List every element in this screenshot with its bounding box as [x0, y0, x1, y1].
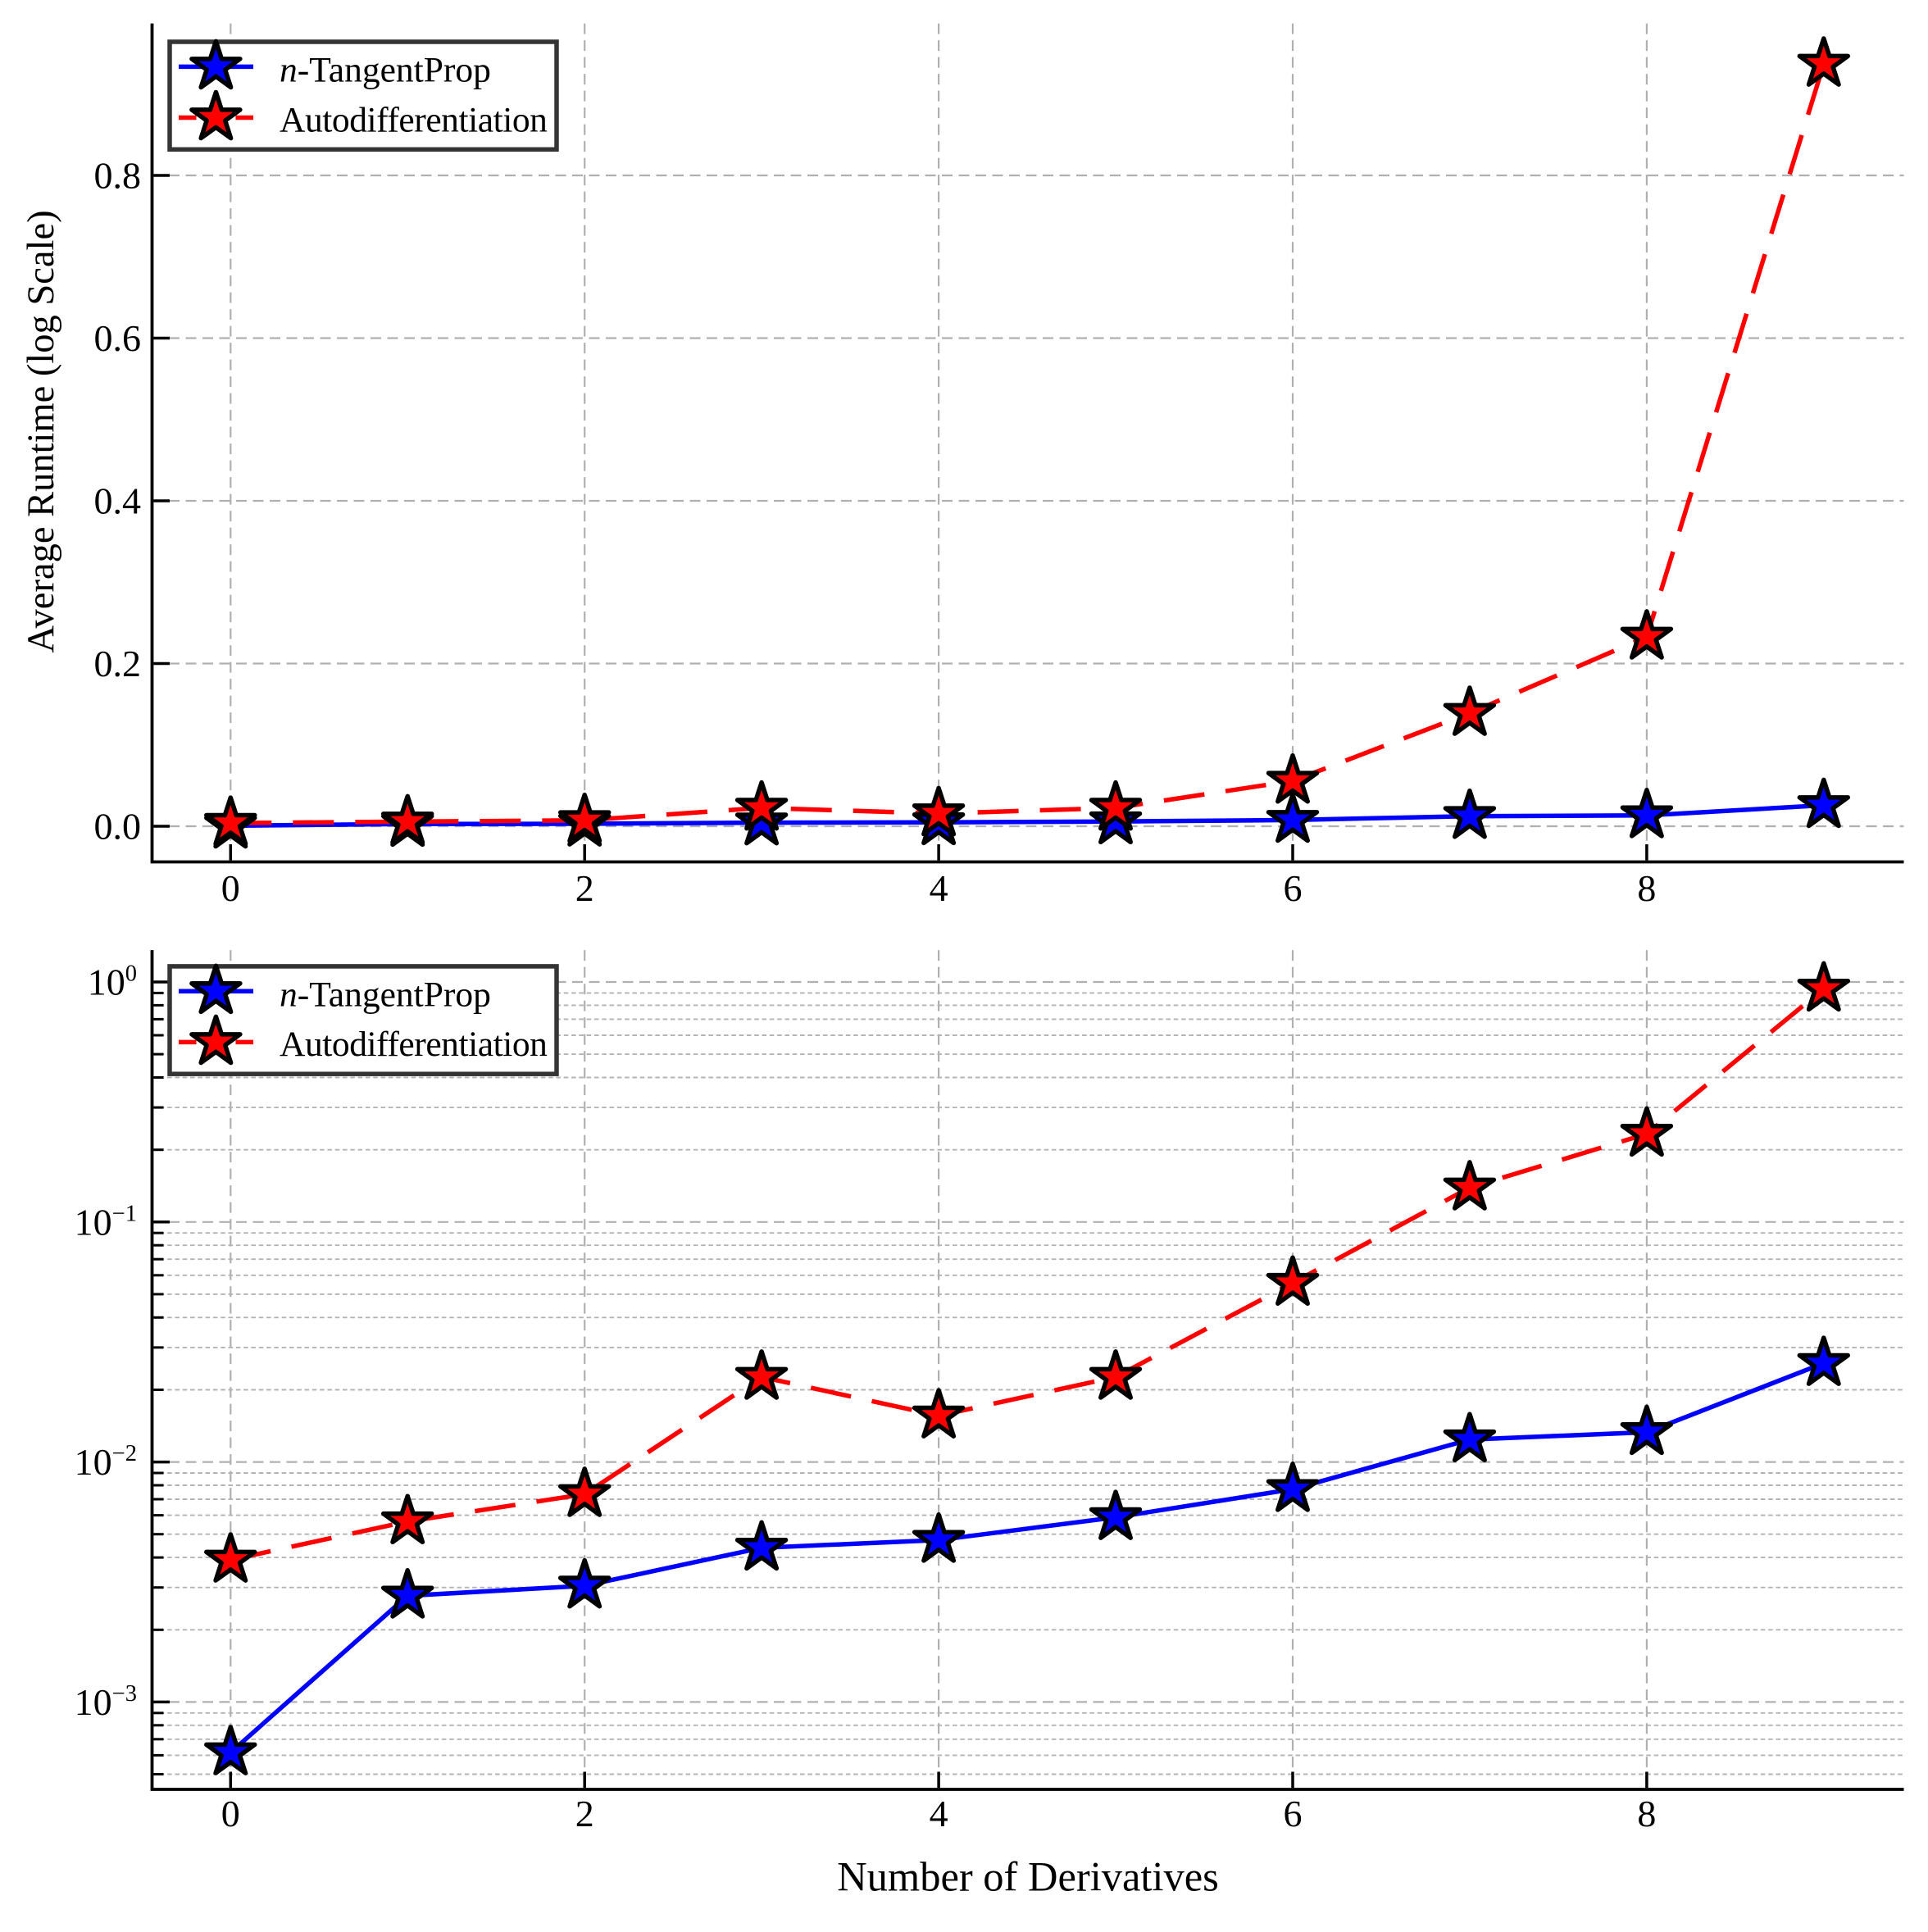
svg-text:2: 2 [575, 1793, 594, 1834]
svg-text:6: 6 [1284, 867, 1303, 909]
svg-text:8: 8 [1637, 867, 1656, 909]
svg-text:Number of Derivatives: Number of Derivatives [837, 1853, 1219, 1899]
svg-text:0: 0 [221, 1793, 240, 1834]
svg-text:0.0: 0.0 [94, 806, 142, 848]
svg-text:0: 0 [221, 867, 240, 909]
svg-text:4: 4 [930, 867, 948, 909]
svg-text:n-TangentProp: n-TangentProp [280, 51, 491, 90]
svg-text:6: 6 [1284, 1793, 1303, 1834]
svg-text:Autodifferentiation: Autodifferentiation [280, 100, 548, 139]
svg-text:0.8: 0.8 [94, 155, 142, 197]
svg-text:2: 2 [575, 867, 594, 909]
svg-text:0.2: 0.2 [94, 643, 142, 684]
svg-text:0.4: 0.4 [94, 480, 142, 522]
svg-text:Autodifferentiation: Autodifferentiation [280, 1025, 548, 1064]
svg-text:0.6: 0.6 [94, 317, 142, 359]
svg-text:n-TangentProp: n-TangentProp [280, 975, 491, 1014]
svg-text:Average Runtime (log Scale): Average Runtime (log Scale) [20, 210, 62, 652]
svg-text:4: 4 [930, 1793, 948, 1834]
svg-text:10−3: 10−3 [75, 1681, 137, 1723]
svg-text:8: 8 [1637, 1793, 1656, 1834]
